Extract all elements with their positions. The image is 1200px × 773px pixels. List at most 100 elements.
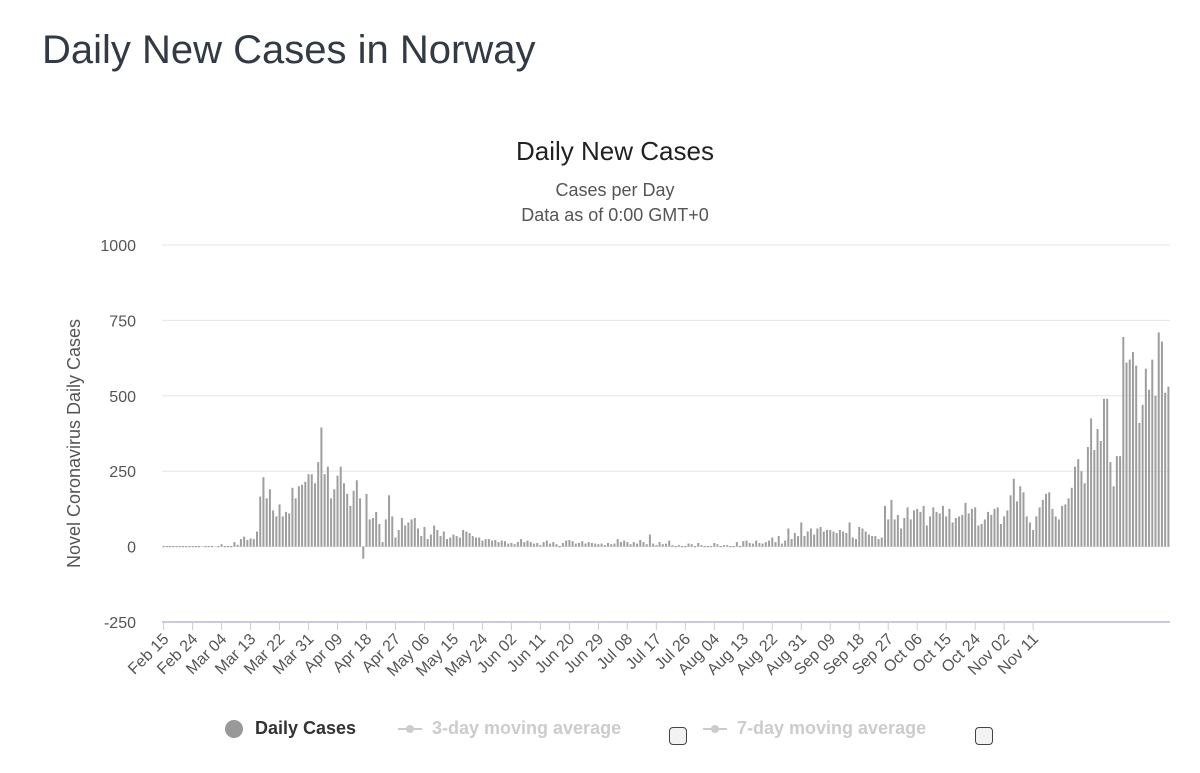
bar xyxy=(449,537,452,547)
bar xyxy=(500,540,503,547)
bar xyxy=(223,546,226,548)
bar xyxy=(1077,459,1080,547)
bar xyxy=(803,536,806,547)
bar xyxy=(616,539,619,547)
bar xyxy=(365,493,368,547)
bar xyxy=(1144,368,1147,547)
legend-label-3-day-average: 3-day moving average xyxy=(432,718,622,738)
bar xyxy=(693,546,696,548)
bar xyxy=(259,496,262,547)
bar xyxy=(642,542,645,547)
bar xyxy=(275,516,278,547)
bar xyxy=(272,510,275,547)
bar xyxy=(1148,389,1151,547)
bar xyxy=(874,536,877,547)
bar xyxy=(674,546,677,548)
bar xyxy=(455,536,458,547)
bar xyxy=(1016,501,1019,547)
bar xyxy=(552,542,555,547)
bar xyxy=(268,489,271,547)
bar xyxy=(381,542,384,547)
bar xyxy=(745,540,748,547)
bar xyxy=(342,483,345,547)
bar xyxy=(867,534,870,547)
bar xyxy=(417,528,420,547)
bar xyxy=(607,542,610,547)
bar xyxy=(703,546,706,548)
bar xyxy=(278,504,281,547)
bar xyxy=(510,542,513,547)
bar xyxy=(1090,418,1093,547)
y-axis-title: Novel Coronavirus Daily Cases xyxy=(64,319,84,568)
bar xyxy=(1141,404,1144,547)
bar xyxy=(671,545,674,547)
bar xyxy=(761,543,764,547)
bar xyxy=(697,542,700,547)
bar xyxy=(1160,341,1163,547)
bar xyxy=(307,474,310,547)
bar xyxy=(941,505,944,547)
bar xyxy=(1006,510,1009,547)
bar xyxy=(916,508,919,547)
bar xyxy=(1025,516,1028,547)
bar xyxy=(800,522,803,547)
bar xyxy=(909,519,912,547)
bar xyxy=(339,466,342,547)
bar xyxy=(974,507,977,547)
bar xyxy=(1106,398,1109,547)
bar xyxy=(172,546,175,548)
toggle-3-day-average-checkbox[interactable] xyxy=(669,727,687,745)
chart-subtitle-1: Cases per Day xyxy=(555,180,675,200)
bar xyxy=(999,523,1002,547)
bar xyxy=(600,543,603,547)
bar xyxy=(742,541,745,547)
legend-item-7-day-average[interactable]: 7-day moving average xyxy=(703,718,926,739)
bar xyxy=(632,542,635,547)
bar xyxy=(684,546,687,548)
bar xyxy=(549,543,552,547)
legend-item-3-day-average[interactable]: 3-day moving average xyxy=(398,718,621,739)
y-tick-label: 0 xyxy=(127,540,136,557)
bar xyxy=(938,513,941,547)
toggle-7-day-average-checkbox[interactable] xyxy=(975,727,993,745)
bar xyxy=(446,539,449,547)
bar xyxy=(603,545,606,547)
bar xyxy=(1009,495,1012,547)
bar xyxy=(1067,498,1070,547)
bar xyxy=(832,531,835,547)
bar xyxy=(384,519,387,547)
bar xyxy=(1164,392,1167,547)
bar xyxy=(719,546,722,548)
bar xyxy=(185,546,188,548)
bar xyxy=(587,542,590,547)
bar xyxy=(210,546,213,548)
bar xyxy=(925,525,928,547)
bar xyxy=(842,531,845,547)
bar xyxy=(610,544,613,547)
bar xyxy=(932,507,935,547)
legend-item-daily-cases[interactable]: Daily Cases xyxy=(225,718,356,739)
bar xyxy=(487,539,490,547)
bar xyxy=(665,543,667,547)
bar xyxy=(288,513,291,547)
bar xyxy=(330,498,333,547)
bar xyxy=(355,480,358,547)
chart-svg: 1000 750 500 250 0 -250 Novel Coronavirus Dail… xyxy=(64,238,1170,680)
bar xyxy=(1122,336,1125,547)
bar xyxy=(990,514,993,547)
bar xyxy=(729,546,732,548)
bar xyxy=(317,462,320,547)
bar xyxy=(1041,499,1044,547)
bar xyxy=(246,539,249,547)
bar xyxy=(462,530,465,547)
bar xyxy=(404,525,407,547)
bar xyxy=(845,533,848,547)
bar xyxy=(284,511,287,547)
bar xyxy=(243,536,246,547)
bar xyxy=(165,546,168,548)
bar xyxy=(954,517,957,547)
bar xyxy=(542,542,545,547)
bar xyxy=(1086,447,1089,547)
bar xyxy=(320,427,323,547)
bar xyxy=(1167,386,1170,547)
